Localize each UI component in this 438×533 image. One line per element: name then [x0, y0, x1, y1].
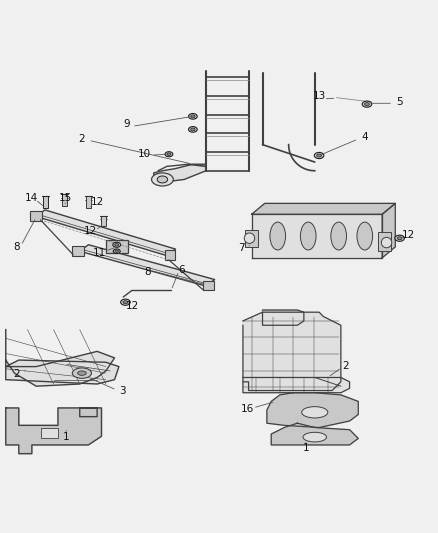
Text: 1: 1: [63, 432, 69, 442]
Polygon shape: [252, 214, 382, 258]
Ellipse shape: [115, 244, 119, 246]
Text: 8: 8: [144, 267, 151, 277]
Bar: [43, 196, 48, 208]
Polygon shape: [243, 312, 341, 391]
Bar: [378, 232, 391, 251]
Ellipse shape: [188, 114, 197, 119]
Text: 13: 13: [312, 91, 326, 101]
Ellipse shape: [157, 176, 168, 183]
Ellipse shape: [152, 173, 173, 186]
Ellipse shape: [123, 301, 128, 304]
Text: 2: 2: [342, 361, 349, 371]
Bar: [86, 197, 91, 208]
Polygon shape: [6, 329, 115, 386]
Ellipse shape: [317, 154, 321, 157]
Ellipse shape: [191, 115, 195, 118]
Ellipse shape: [78, 371, 86, 375]
Text: 12: 12: [84, 226, 97, 236]
Text: 16: 16: [240, 404, 254, 414]
Ellipse shape: [362, 101, 372, 107]
Text: 2: 2: [13, 369, 20, 379]
Ellipse shape: [302, 407, 328, 418]
Bar: [72, 246, 84, 256]
Polygon shape: [271, 423, 358, 445]
Text: 10: 10: [138, 149, 151, 159]
Bar: [41, 427, 58, 439]
Ellipse shape: [191, 128, 195, 131]
Ellipse shape: [364, 103, 369, 106]
Ellipse shape: [381, 237, 392, 248]
Text: 14: 14: [25, 193, 38, 203]
Ellipse shape: [331, 222, 346, 250]
Text: 15: 15: [59, 193, 72, 203]
Ellipse shape: [167, 153, 171, 156]
Bar: [165, 251, 176, 260]
Text: 6: 6: [179, 265, 185, 275]
Ellipse shape: [357, 222, 373, 250]
Text: 9: 9: [124, 119, 130, 129]
Ellipse shape: [300, 222, 316, 250]
Bar: [101, 216, 106, 227]
Bar: [30, 211, 42, 221]
Text: 5: 5: [396, 97, 403, 107]
Bar: [106, 240, 127, 254]
Text: 8: 8: [13, 242, 20, 252]
Polygon shape: [267, 393, 358, 427]
Text: 2: 2: [78, 134, 85, 144]
Polygon shape: [382, 204, 395, 258]
Ellipse shape: [120, 299, 130, 305]
Ellipse shape: [397, 237, 402, 240]
Polygon shape: [36, 210, 176, 256]
Ellipse shape: [115, 250, 118, 253]
Ellipse shape: [395, 235, 404, 241]
Bar: [62, 194, 67, 206]
Text: 12: 12: [402, 230, 415, 240]
Text: 1: 1: [303, 443, 309, 454]
Ellipse shape: [244, 233, 254, 244]
Text: 11: 11: [93, 247, 106, 257]
Polygon shape: [6, 360, 119, 384]
Bar: [245, 230, 258, 247]
Text: 7: 7: [238, 243, 245, 253]
Polygon shape: [252, 204, 395, 214]
Ellipse shape: [314, 152, 324, 159]
Text: 12: 12: [91, 197, 104, 207]
Ellipse shape: [303, 432, 326, 442]
Text: 12: 12: [125, 301, 138, 311]
Polygon shape: [243, 377, 350, 393]
Polygon shape: [154, 164, 206, 182]
Bar: [203, 281, 214, 290]
Ellipse shape: [113, 249, 120, 254]
Polygon shape: [262, 310, 304, 325]
Text: 3: 3: [119, 386, 126, 397]
Text: 4: 4: [361, 132, 368, 142]
Ellipse shape: [72, 368, 92, 378]
Ellipse shape: [113, 242, 120, 247]
Polygon shape: [80, 245, 215, 286]
Polygon shape: [6, 408, 102, 454]
Ellipse shape: [165, 152, 173, 157]
Ellipse shape: [188, 126, 197, 132]
Ellipse shape: [270, 222, 286, 250]
